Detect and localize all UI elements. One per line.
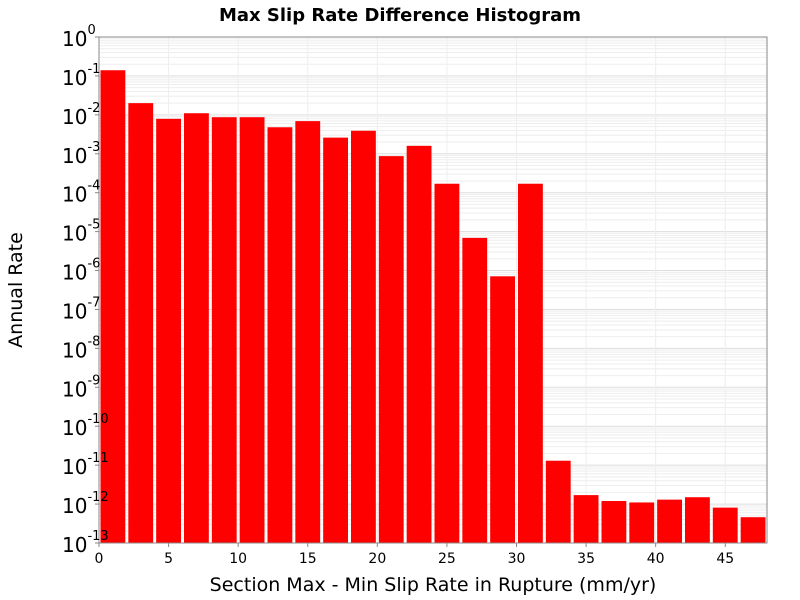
bar [740,517,766,543]
x-axis-label: Section Max - Min Slip Rate in Rupture (… [210,574,657,596]
bar [323,137,348,543]
y-tick-label: 10-13 [62,529,109,557]
bar [573,495,599,543]
x-axis-ticks: 0 5 10 15 20 25 30 35 40 45 [95,543,734,567]
bar [406,145,432,543]
bar [490,276,515,543]
x-tick-label: 35 [577,551,595,567]
y-tick-label: 10-2 [62,101,100,129]
bar [239,117,265,543]
y-axis-label: Annual Rate [5,232,27,348]
x-tick-label: 20 [368,551,386,567]
bar [128,103,154,543]
y-tick-label: 10-1 [62,62,100,90]
bars [100,70,766,544]
bar [685,497,710,543]
bar [629,502,655,543]
y-tick-label: 10-3 [62,140,100,168]
x-tick-label: 5 [164,551,173,567]
bar [267,127,293,543]
y-tick-label: 10-4 [62,179,100,207]
y-tick-label: 10-9 [62,373,100,401]
bar [657,499,682,543]
bar [518,183,543,543]
chart-title: Max Slip Rate Difference Histogram [219,5,581,26]
y-tick-label: 10-5 [62,218,100,246]
x-tick-label: 45 [716,551,734,567]
y-tick-label: 100 [62,23,96,51]
bar [378,156,404,543]
x-tick-label: 15 [299,551,317,567]
bar [184,113,209,544]
y-tick-label: 10-8 [62,334,100,362]
bar [434,183,460,543]
x-tick-label: 25 [438,551,456,567]
bar [712,507,738,543]
x-tick-label: 10 [229,551,247,567]
bar [295,121,321,543]
x-tick-label: 0 [95,551,104,567]
y-tick-label: 10-11 [62,451,109,479]
bar [601,500,627,543]
bar [462,237,488,543]
x-tick-label: 30 [508,551,526,567]
bar [545,460,571,543]
y-tick-label: 10-12 [62,490,109,518]
bar [351,130,376,543]
y-tick-label: 10-10 [62,412,109,440]
plot-border [98,36,768,544]
bar [211,117,237,543]
y-tick-label: 10-6 [62,257,100,285]
y-axis-ticks: 100 10-1 10-2 10-3 10-4 10-5 10-6 10-7 10-8 10-9 1… [62,23,109,557]
x-tick-label: 40 [647,551,665,567]
bar [156,118,181,544]
y-tick-label: 10-7 [62,295,100,323]
bar [100,70,126,543]
